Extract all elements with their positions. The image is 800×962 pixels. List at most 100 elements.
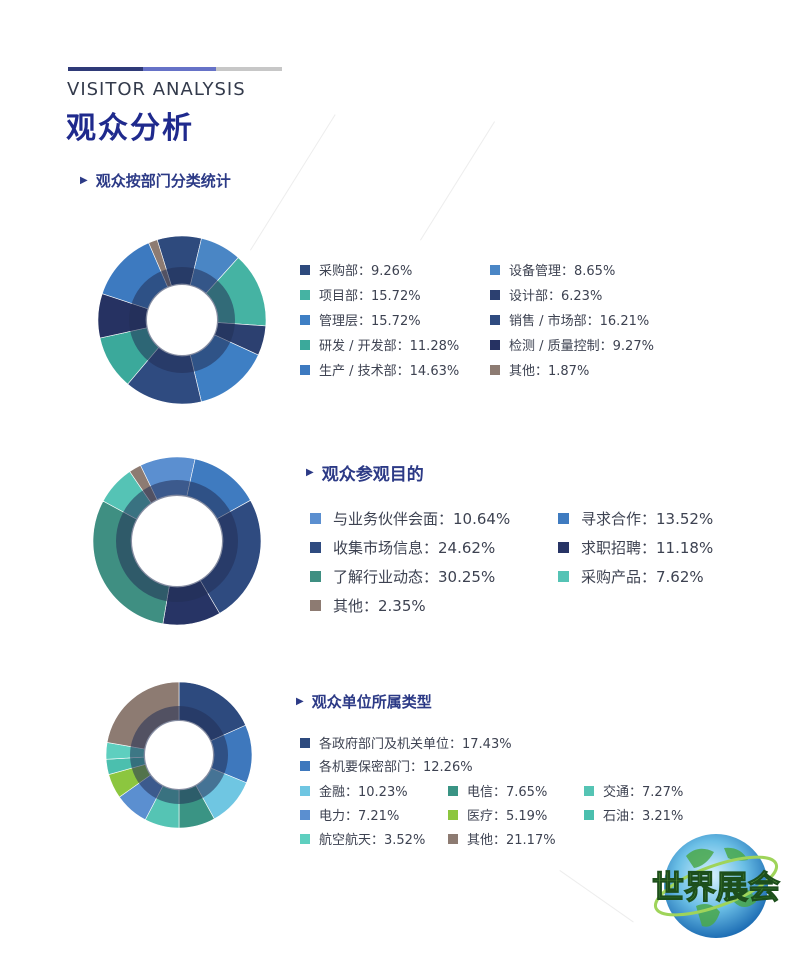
- legend-label: 采购产品：7.62%: [581, 568, 704, 586]
- background-line: [559, 870, 634, 923]
- triangle-bullet-icon: ▶: [306, 467, 314, 478]
- section-title-text: 观众参观目的: [321, 465, 424, 485]
- section-title-text: 观众单位所属类型: [311, 693, 432, 711]
- legend-label: 各机要保密部门：12.26%: [319, 760, 473, 775]
- donut-inner-ring: [130, 706, 228, 804]
- legend-swatch: [310, 513, 321, 524]
- legend-swatch: [490, 364, 500, 375]
- legend-swatch: [300, 339, 310, 350]
- legend-label: 其他：2.35%: [333, 597, 426, 615]
- legend-item: 销售 / 市场部：16.21%: [490, 310, 649, 329]
- legend-item: 寻求合作：13.52%: [558, 508, 713, 529]
- legend-label: 设计部：6.23%: [509, 289, 603, 304]
- legend-swatch: [490, 289, 500, 300]
- legend-swatch: [300, 264, 310, 275]
- donut-hole: [146, 722, 212, 788]
- legend-item: 金融：10.23%: [300, 781, 408, 800]
- section-title-purpose: ▶ 观众参观目的: [306, 460, 424, 485]
- legend-item: 各政府部门及机关单位：17.43%: [300, 733, 512, 752]
- legend-label: 求职招聘：11.18%: [581, 539, 714, 557]
- legend-swatch: [310, 542, 321, 553]
- section-title-unit-type: ▶ 观众单位所属类型: [296, 691, 432, 712]
- legend-label: 收集市场信息：24.62%: [333, 539, 496, 557]
- legend-label: 项目部：15.72%: [319, 289, 421, 304]
- header-rule-dark: [68, 67, 143, 71]
- legend-item: 交通：7.27%: [584, 781, 683, 800]
- legend-item: 其他：1.87%: [490, 360, 589, 379]
- legend-item: 了解行业动态：30.25%: [310, 566, 495, 587]
- legend-swatch: [300, 760, 310, 771]
- legend-label: 航空航天：3.52%: [319, 833, 426, 848]
- legend-swatch: [490, 264, 500, 275]
- header-rule-purple: [143, 67, 216, 71]
- background-line: [420, 121, 496, 241]
- legend-label: 医疗：5.19%: [467, 809, 548, 824]
- legend-label: 与业务伙伴会面：10.64%: [333, 510, 511, 528]
- legend-item: 各机要保密部门：12.26%: [300, 756, 473, 775]
- legend-label: 采购部：9.26%: [319, 264, 413, 279]
- legend-label: 研发 / 开发部：11.28%: [319, 339, 460, 354]
- legend-swatch: [558, 571, 569, 582]
- legend-label: 销售 / 市场部：16.21%: [509, 314, 650, 329]
- page-title-en: VISITOR ANALYSIS: [67, 79, 246, 100]
- legend-label: 电信：7.65%: [467, 785, 548, 800]
- legend-item: 设备管理：8.65%: [490, 260, 615, 279]
- legend-item: 其他：21.17%: [448, 829, 556, 848]
- unit-type-donut-chart: [105, 681, 253, 829]
- section-title-text: 观众按部门分类统计: [95, 172, 231, 190]
- logo-wordmark: 世界展会: [652, 868, 780, 906]
- page-title-cn: 观众分析: [66, 111, 194, 146]
- background-line: [250, 114, 336, 251]
- legend-label: 了解行业动态：30.25%: [333, 568, 496, 586]
- legend-label: 生产 / 技术部：14.63%: [319, 364, 460, 379]
- legend-item: 石油：3.21%: [584, 805, 683, 824]
- legend-swatch: [310, 571, 321, 582]
- legend-swatch: [300, 833, 310, 844]
- donut-hole: [148, 286, 216, 354]
- world-expo-logo: 世界展会: [651, 834, 781, 938]
- legend-swatch: [490, 314, 500, 325]
- legend-item: 管理层：15.72%: [300, 310, 421, 329]
- legend-swatch: [300, 314, 310, 325]
- legend-item: 与业务伙伴会面：10.64%: [310, 508, 510, 529]
- purpose-donut-chart: [92, 456, 262, 626]
- donut-inner-ring: [129, 267, 235, 373]
- legend-swatch: [310, 600, 321, 611]
- legend-item: 采购部：9.26%: [300, 260, 412, 279]
- legend-label: 电力：7.21%: [319, 809, 400, 824]
- legend-item: 航空航天：3.52%: [300, 829, 425, 848]
- legend-swatch: [300, 809, 310, 820]
- legend-label: 石油：3.21%: [603, 809, 684, 824]
- legend-label: 设备管理：8.65%: [509, 264, 616, 279]
- legend-item: 收集市场信息：24.62%: [310, 537, 495, 558]
- department-legend: 采购部：9.26% 设备管理：8.65% 项目部：15.72% 设计部：6.23% 管理…: [300, 260, 680, 390]
- legend-item: 其他：2.35%: [310, 595, 426, 616]
- donut-hole: [133, 497, 221, 585]
- legend-label: 其他：21.17%: [467, 833, 556, 848]
- legend-swatch: [300, 737, 310, 748]
- header-rule-gray: [216, 67, 282, 71]
- legend-item: 医疗：5.19%: [448, 805, 547, 824]
- legend-swatch: [584, 809, 594, 820]
- donut-inner-ring: [116, 480, 238, 602]
- legend-swatch: [300, 364, 310, 375]
- legend-label: 金融：10.23%: [319, 785, 408, 800]
- legend-swatch: [490, 339, 500, 350]
- legend-label: 各政府部门及机关单位：17.43%: [319, 737, 512, 752]
- legend-swatch: [300, 785, 310, 796]
- legend-item: 电力：7.21%: [300, 805, 399, 824]
- section-title-department: ▶ 观众按部门分类统计: [80, 170, 231, 191]
- legend-label: 其他：1.87%: [509, 364, 590, 379]
- purpose-legend: 与业务伙伴会面：10.64% 寻求合作：13.52% 收集市场信息：24.62% 求职…: [310, 508, 770, 618]
- unit-type-legend: 各政府部门及机关单位：17.43% 各机要保密部门：12.26% 金融：10.23%…: [300, 733, 720, 863]
- legend-item: 设计部：6.23%: [490, 285, 602, 304]
- department-donut-chart: [97, 235, 267, 405]
- legend-item: 项目部：15.72%: [300, 285, 421, 304]
- legend-item: 研发 / 开发部：11.28%: [300, 335, 459, 354]
- legend-swatch: [448, 833, 458, 844]
- legend-item: 检测 / 质量控制：9.27%: [490, 335, 654, 354]
- legend-item: 电信：7.65%: [448, 781, 547, 800]
- legend-item: 采购产品：7.62%: [558, 566, 704, 587]
- legend-label: 交通：7.27%: [603, 785, 684, 800]
- legend-item: 求职招聘：11.18%: [558, 537, 713, 558]
